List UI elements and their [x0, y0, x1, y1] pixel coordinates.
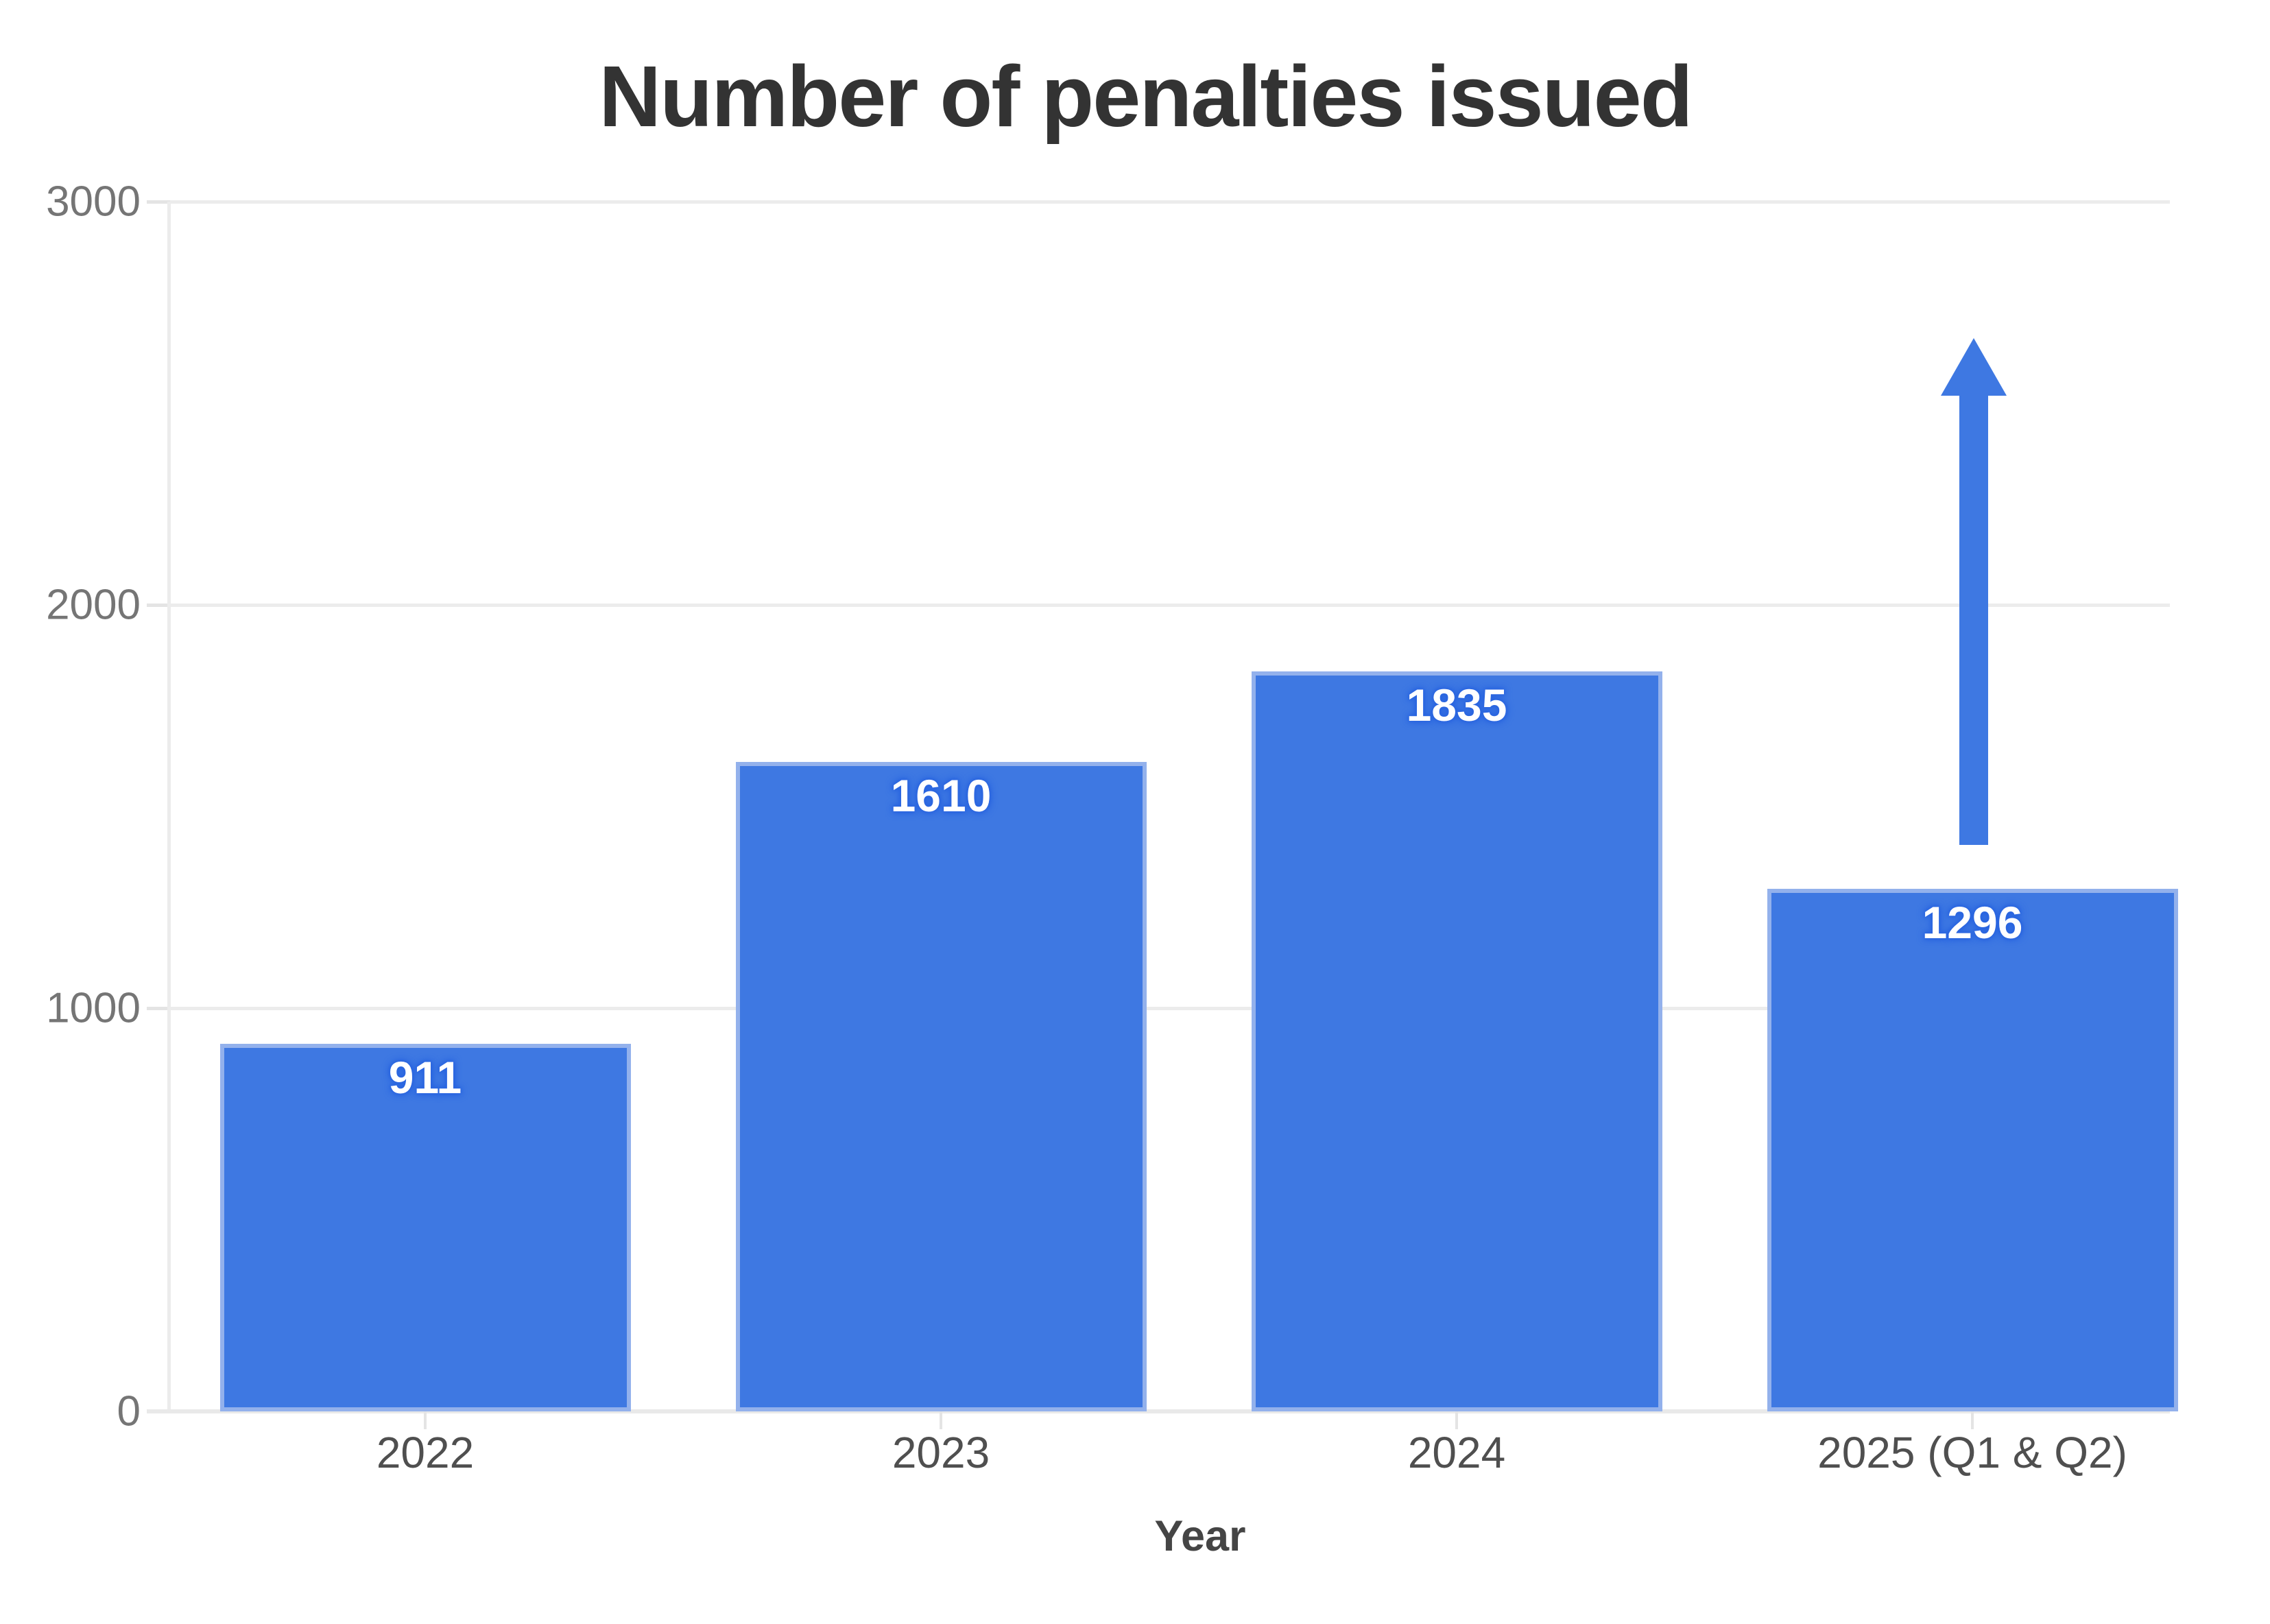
bar-2022 — [219, 1044, 631, 1411]
y-tick-3000 — [147, 200, 170, 204]
x-axis-line — [147, 1409, 2170, 1413]
chart-title: Number of penalties issued — [599, 48, 1693, 145]
x-tick-label-2022: 2022 — [376, 1428, 475, 1477]
bar-value-label-2022: 911 — [388, 1052, 462, 1103]
bar-2024 — [1251, 671, 1662, 1411]
y-tick-label-2000: 2000 — [46, 581, 141, 629]
x-tick-2024 — [1455, 1411, 1458, 1429]
x-tick-label-2025 (Q1 & Q2): 2025 (Q1 & Q2) — [1817, 1428, 2127, 1477]
y-tick-label-3000: 3000 — [46, 178, 141, 226]
x-axis-title: Year — [1154, 1512, 1246, 1560]
x-tick-label-2024: 2024 — [1407, 1428, 1506, 1477]
y-tick-label-1000: 1000 — [46, 984, 141, 1032]
y-tick-label-0: 0 — [117, 1387, 141, 1435]
bar-value-label-2024: 1835 — [1406, 680, 1507, 731]
y-axis-line — [167, 202, 171, 1411]
y-tick-1000 — [147, 1007, 170, 1010]
bar-2023 — [735, 762, 1147, 1411]
gridline-3000 — [170, 200, 2170, 204]
bar-value-label-2023: 1610 — [890, 770, 992, 822]
bar-2025 (Q1 & Q2) — [1767, 888, 2178, 1411]
bar-value-label-2025 (Q1 & Q2): 1296 — [1922, 896, 2023, 948]
x-tick-2023 — [940, 1411, 942, 1429]
x-tick-label-2023: 2023 — [892, 1428, 990, 1477]
x-tick-2025 (Q1 & Q2) — [1971, 1411, 1974, 1429]
gridline-1000 — [170, 1007, 2170, 1010]
y-tick-2000 — [147, 604, 170, 607]
x-tick-2022 — [424, 1411, 427, 1429]
gridline-2000 — [170, 604, 2170, 607]
up-arrow-icon — [1941, 338, 2007, 845]
